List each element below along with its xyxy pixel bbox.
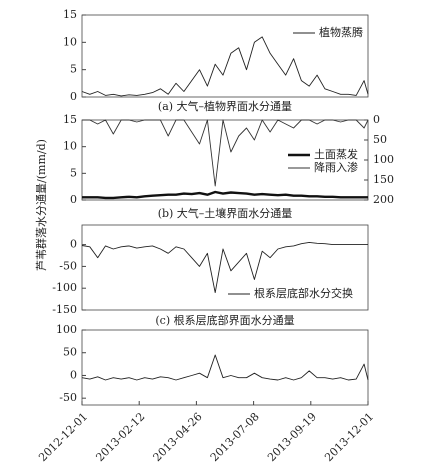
y-tick-label: 0: [70, 90, 77, 103]
y-axis-label: 芦苇群落水分通量/(mm/d): [34, 139, 48, 271]
x-tick-label: 2013-09-19: [265, 410, 319, 464]
x-tick-label: 2013-07-08: [208, 410, 262, 464]
y-tick-label: -50: [59, 259, 77, 272]
y-tick-label: 100: [56, 323, 77, 336]
y2-tick-label: 100: [373, 153, 394, 166]
y-tick-label: -50: [59, 391, 77, 404]
legend-label: 植物蒸腾: [319, 25, 363, 39]
plot-frame: [81, 14, 369, 98]
legend-label: 土面蒸发: [314, 147, 358, 161]
y-tick-label: 10: [63, 140, 77, 153]
legend-label: 根系层底部水分交换: [254, 286, 353, 300]
series-line: [81, 354, 369, 381]
y2-tick-label: 150: [373, 173, 394, 186]
x-tick-label: 2013-12-01: [322, 410, 376, 464]
panel-caption: (a) 大气–植物界面水分通量: [158, 99, 292, 113]
y-tick-label: 0: [70, 238, 77, 251]
plot-frame: [81, 329, 369, 406]
y-tick-label: 15: [63, 8, 77, 21]
x-tick-label: 2012-12-01: [36, 410, 90, 464]
series-line: [82, 190, 368, 200]
panel-caption: (b) 大气–土壤界面水分通量: [158, 206, 293, 220]
series-line: [81, 241, 368, 294]
y-tick-label: 15: [63, 113, 77, 126]
series-line: [82, 119, 369, 187]
y-tick-label: -100: [52, 281, 77, 294]
y-tick-label: 5: [70, 63, 77, 76]
plot-frame: [81, 224, 369, 311]
legend-label: 降雨入渗: [314, 160, 358, 174]
y2-tick-label: 0: [373, 113, 380, 126]
x-tick-label: 2013-04-26: [151, 410, 205, 464]
y-tick-label: -150: [52, 303, 77, 316]
y2-tick-label: 200: [373, 193, 394, 206]
y-tick-label: 0: [70, 193, 77, 206]
x-tick-label: 2013-02-12: [93, 410, 147, 464]
series-line: [81, 36, 369, 97]
y2-tick-label: 50: [373, 133, 387, 146]
y-tick-label: 0: [70, 368, 77, 381]
y-tick-label: 10: [63, 35, 77, 48]
y-tick-label: 5: [70, 166, 77, 179]
panel-caption: (c) 根系层底部界面水分通量: [155, 313, 294, 327]
y-tick-label: 50: [63, 346, 77, 359]
